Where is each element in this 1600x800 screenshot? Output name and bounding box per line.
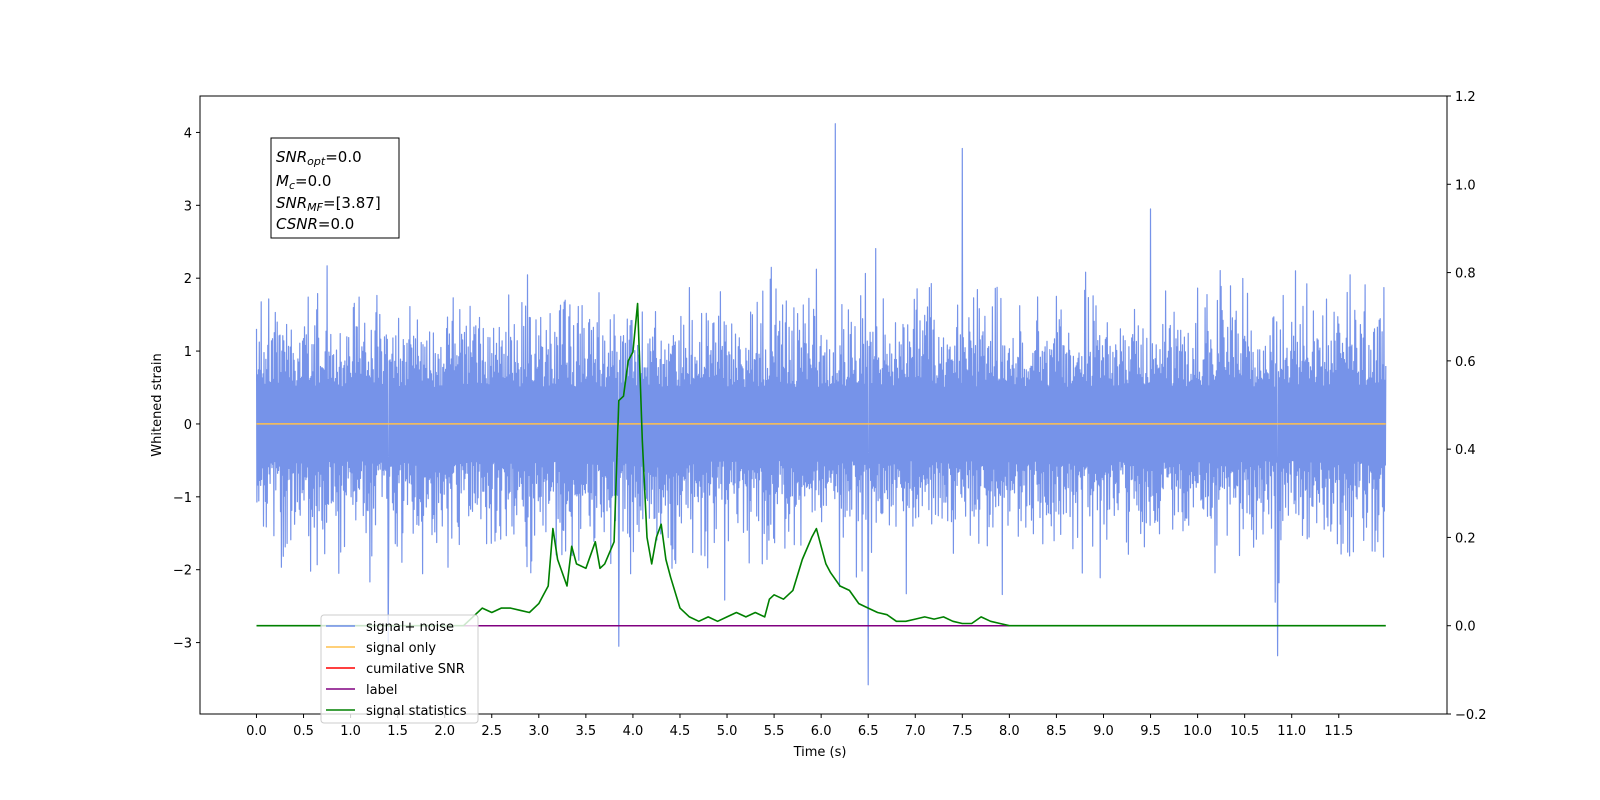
y2-tick-label-5: 0.2 bbox=[1455, 531, 1476, 546]
x-tick-label-5: 2.5 bbox=[481, 724, 502, 739]
x-tick-label-3: 1.5 bbox=[387, 724, 408, 739]
info-line-mc: Mc=0.0 bbox=[276, 172, 331, 192]
legend-label-signal-statistics: signal statistics bbox=[366, 704, 467, 719]
x-tick-label-21: 10.5 bbox=[1230, 724, 1259, 739]
plot-frame bbox=[199, 95, 1448, 715]
y2-tick-label-3: 0.6 bbox=[1455, 355, 1476, 370]
legend-label-signal-only: signal only bbox=[366, 641, 436, 656]
x-tick-label-18: 9.0 bbox=[1093, 724, 1114, 739]
x-tick-label-8: 4.0 bbox=[623, 724, 644, 739]
y2-tick-label-1: 1.0 bbox=[1455, 178, 1476, 193]
x-tick-label-16: 8.0 bbox=[999, 724, 1020, 739]
x-tick-label-20: 10.0 bbox=[1183, 724, 1212, 739]
legend-frame bbox=[320, 614, 479, 724]
y-tick-label-1: 3 bbox=[184, 199, 192, 214]
info-line-snr-opt: SNRopt=0.0 bbox=[276, 148, 362, 168]
x-tick-label-2: 1.0 bbox=[340, 724, 361, 739]
y-tick-label-4: 0 bbox=[184, 418, 192, 433]
x-axis-label: Time (s) bbox=[793, 745, 847, 760]
y-tick-label-5: −1 bbox=[173, 491, 192, 506]
x-tick-label-22: 11.0 bbox=[1277, 724, 1306, 739]
noise-series-layer bbox=[255, 123, 1387, 686]
x-tick-label-10: 5.0 bbox=[717, 724, 738, 739]
y-axis-label: Whitened strain bbox=[150, 353, 165, 456]
info-line-snr-mf: SNRMF=[3.87] bbox=[276, 194, 381, 214]
x-tick-label-1: 0.5 bbox=[293, 724, 314, 739]
info-line-csnr: CSNR=0.0 bbox=[276, 215, 354, 233]
y-tick-label-3: 1 bbox=[184, 345, 192, 360]
y-tick-label-7: −3 bbox=[173, 637, 192, 652]
x-tick-label-14: 7.0 bbox=[905, 724, 926, 739]
y2-tick-label-7: −0.2 bbox=[1455, 708, 1487, 723]
x-tick-label-12: 6.0 bbox=[811, 724, 832, 739]
x-tick-label-17: 8.5 bbox=[1046, 724, 1067, 739]
x-tick-label-4: 2.0 bbox=[434, 724, 455, 739]
y-tick-label-6: −2 bbox=[173, 564, 192, 579]
series-signal-noise bbox=[255, 123, 1387, 686]
legend: signal+ noise signal only cumilative SNR… bbox=[320, 614, 479, 724]
x-tick-label-19: 9.5 bbox=[1140, 724, 1161, 739]
info-box-frame bbox=[270, 137, 400, 239]
y2-tick-label-0: 1.2 bbox=[1455, 90, 1476, 105]
y2-tick-label-6: 0.0 bbox=[1455, 620, 1476, 635]
y-tick-label-0: 4 bbox=[184, 126, 192, 141]
x-tick-label-6: 3.0 bbox=[528, 724, 549, 739]
legend-label-cumulative-snr: cumilative SNR bbox=[366, 662, 465, 677]
x-tick-label-9: 4.5 bbox=[670, 724, 691, 739]
x-tick-label-7: 3.5 bbox=[576, 724, 597, 739]
x-axis: 0.0 0.5 1.0 1.5 2.0 2.5 3.0 3.5 4.0 4.5 5.0 5.5 6.0 6… bbox=[246, 714, 1353, 739]
x-tick-label-13: 6.5 bbox=[858, 724, 879, 739]
y-tick-label-2: 2 bbox=[184, 272, 192, 287]
x-tick-label-23: 11.5 bbox=[1324, 724, 1353, 739]
x-tick-label-15: 7.5 bbox=[952, 724, 973, 739]
y-axis-right: 1.2 1.0 0.8 0.6 0.4 0.2 0.0 −0.2 bbox=[1447, 90, 1487, 723]
x-tick-label-11: 5.5 bbox=[764, 724, 785, 739]
y2-tick-label-2: 0.8 bbox=[1455, 267, 1476, 282]
y-axis-left: 4 3 2 1 0 −1 −2 −3 bbox=[173, 126, 200, 652]
x-tick-label-0: 0.0 bbox=[246, 724, 267, 739]
legend-label-signal-noise: signal+ noise bbox=[366, 620, 454, 635]
info-box: SNRopt=0.0 Mc=0.0 SNRMF=[3.87] CSNR=0.0 bbox=[270, 137, 400, 239]
series-signal-statistics bbox=[256, 302, 1386, 627]
y2-tick-label-4: 0.4 bbox=[1455, 443, 1476, 458]
legend-label-label: label bbox=[366, 683, 397, 698]
